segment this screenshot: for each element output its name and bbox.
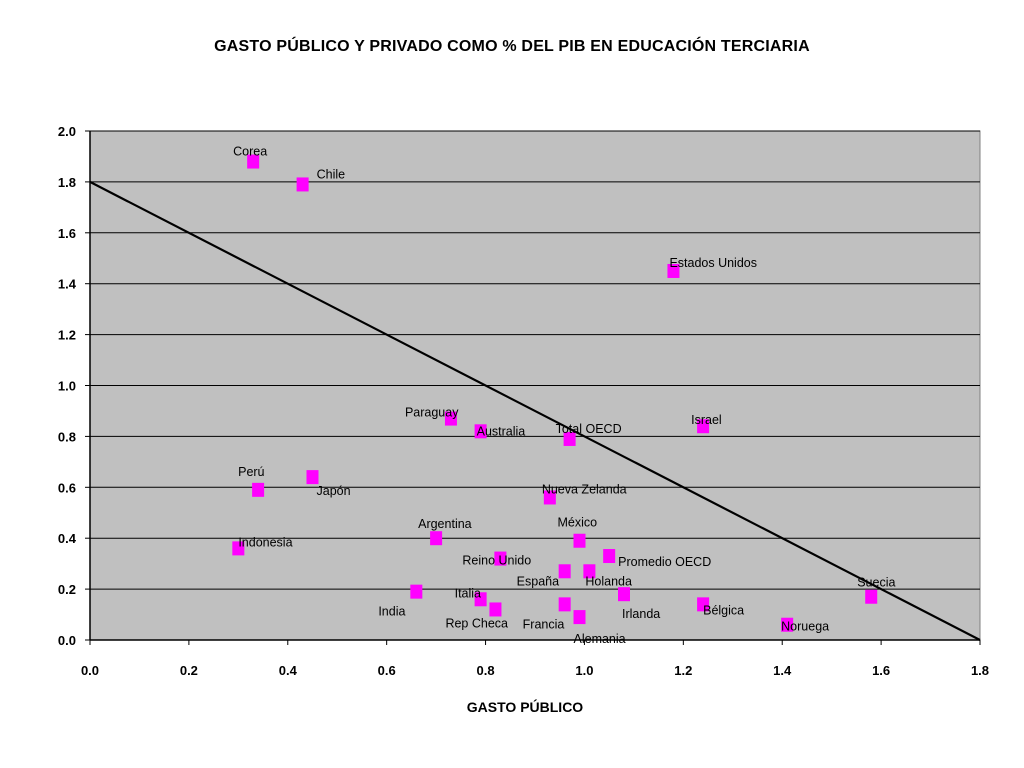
x-tick-label: 0.8	[477, 663, 495, 678]
data-point	[306, 470, 319, 485]
point-label: Perú	[238, 465, 264, 479]
x-tick-labels: 0.0 0.2 0.4 0.6 0.8 1.0 1.2 1.4 1.6 1.8	[81, 640, 989, 678]
point-label: Japón	[317, 484, 351, 498]
point-labels: Corea Chile Estados Unidos Paraguay Australi…	[233, 145, 895, 647]
y-tick-label: 1.2	[58, 328, 76, 343]
data-point	[543, 490, 556, 505]
data-point	[573, 533, 586, 548]
point-label: Suecia	[857, 576, 895, 590]
point-label: Alemania	[574, 632, 626, 646]
point-label: España	[517, 574, 559, 588]
data-point	[558, 564, 571, 579]
y-tick-label: 0.4	[58, 531, 77, 546]
data-point	[618, 587, 630, 602]
data-point	[697, 419, 710, 434]
point-label: Bélgica	[703, 603, 744, 617]
y-tick-label: 0.2	[58, 582, 76, 597]
point-label: Nueva Zelanda	[542, 482, 627, 496]
point-label: Reino Unido	[462, 554, 531, 568]
data-point	[865, 589, 878, 604]
x-tick-label: 1.8	[971, 663, 989, 678]
data-point	[232, 541, 245, 556]
y-tick-label: 0.0	[58, 633, 76, 648]
data-point	[430, 531, 443, 546]
data-point	[667, 263, 680, 278]
data-point	[603, 549, 616, 564]
point-label: Corea	[233, 145, 267, 159]
grid-lines	[85, 130, 980, 641]
point-label: Francia	[523, 617, 565, 631]
x-tick-label: 1.2	[674, 663, 692, 678]
point-label: México	[558, 516, 598, 530]
data-point	[474, 592, 487, 607]
data-point	[444, 411, 457, 426]
point-label: Indonesia	[238, 535, 292, 549]
y-tick-label: 1.4	[58, 277, 77, 292]
data-point	[781, 617, 794, 632]
data-point	[252, 482, 265, 497]
point-label: Paraguay	[405, 406, 459, 420]
x-tick-label: 0.2	[180, 663, 198, 678]
data-point	[563, 431, 576, 446]
data-point	[474, 424, 487, 439]
axes	[89, 131, 980, 641]
y-tick-label: 1.8	[58, 175, 76, 190]
data-point	[697, 597, 710, 612]
data-point	[410, 584, 423, 599]
point-label: Rep Checa	[445, 616, 508, 630]
point-label: Irlanda	[622, 607, 660, 621]
y-tick-label: 1.0	[58, 379, 76, 394]
data-point	[573, 610, 586, 625]
point-label: Estados Unidos	[669, 256, 757, 270]
y-tick-label: 0.8	[58, 429, 76, 444]
data-point	[558, 597, 571, 612]
y-tick-label: 1.6	[58, 226, 76, 241]
data-point	[489, 602, 502, 617]
point-label: Italia	[455, 586, 481, 600]
x-tick-label: 1.0	[575, 663, 593, 678]
x-axis-title: GASTO PÚBLICO	[467, 698, 584, 715]
data-point	[247, 154, 260, 169]
x-tick-label: 0.6	[378, 663, 396, 678]
point-label: India	[378, 605, 405, 619]
data-point	[494, 551, 507, 566]
x-tick-label: 1.4	[773, 663, 792, 678]
data-points	[232, 154, 878, 632]
data-point	[296, 177, 309, 192]
reference-line	[89, 180, 981, 641]
point-label: Promedio OECD	[618, 555, 711, 569]
point-label: Argentina	[418, 517, 472, 531]
x-tick-label: 1.6	[872, 663, 890, 678]
data-point	[583, 564, 596, 579]
y-tick-label: 0.6	[58, 480, 76, 495]
x-tick-label: 0.0	[81, 663, 99, 678]
point-label: Holanda	[585, 574, 632, 588]
point-label: Total OECD	[556, 422, 622, 436]
point-label: Noruega	[781, 620, 829, 634]
y-tick-labels: 0.0 0.2 0.4 0.6 0.8 1.0 1.2 1.4 1.6 1.8 2.0	[58, 124, 77, 648]
point-label: Australia	[477, 424, 526, 438]
y-tick-label: 2.0	[58, 124, 76, 139]
point-label: Chile	[317, 167, 346, 181]
x-tick-label: 0.4	[279, 663, 298, 678]
chart-title: GASTO PÚBLICO Y PRIVADO COMO % DEL PIB E…	[214, 38, 810, 55]
point-label: Israel	[691, 413, 722, 427]
